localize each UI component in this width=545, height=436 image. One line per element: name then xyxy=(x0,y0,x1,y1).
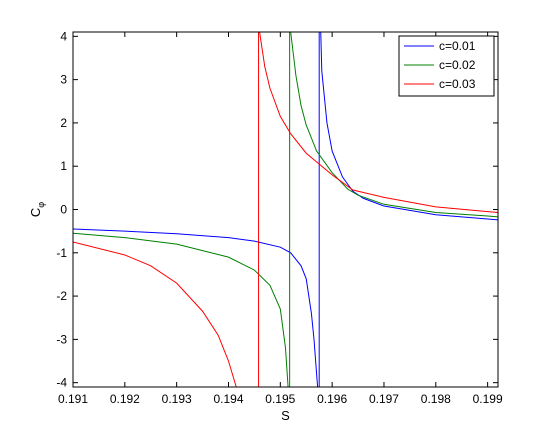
x-tick-label: 0.194 xyxy=(213,392,243,406)
x-tick-label: 0.195 xyxy=(265,392,295,406)
y-tick-label: -2 xyxy=(56,289,67,303)
y-tick-label: 3 xyxy=(60,73,67,87)
legend-label-3: c=0.03 xyxy=(439,77,476,91)
x-tick-label: 0.192 xyxy=(110,392,140,406)
y-axis-label-subscript: φ xyxy=(36,202,46,208)
series-line-2-branch-1 xyxy=(73,232,289,387)
legend-label-2: c=0.02 xyxy=(439,58,476,72)
y-tick-label: 4 xyxy=(60,29,67,43)
legend-label-1: c=0.01 xyxy=(439,39,476,53)
x-tick-label: 0.198 xyxy=(421,392,451,406)
x-tick-label: 0.193 xyxy=(162,392,192,406)
series-line-1-branch-1 xyxy=(73,228,319,387)
y-axis-label-main: C xyxy=(28,208,43,217)
x-tick-label: 0.196 xyxy=(317,392,347,406)
series-line-3-branch-1 xyxy=(73,241,237,387)
y-axis-label: Cφ xyxy=(28,202,46,217)
series-line-2-branch-2 xyxy=(290,32,498,218)
y-tick-label: 0 xyxy=(60,203,67,217)
svg-text:Cφ: Cφ xyxy=(28,202,46,217)
x-tick-label: 0.197 xyxy=(369,392,399,406)
x-axis-label: S xyxy=(281,408,290,423)
legend: c=0.01 c=0.02 c=0.03 xyxy=(398,35,495,97)
y-tick-label: -4 xyxy=(56,376,67,390)
series-layer xyxy=(73,32,498,387)
tick-layer: 0.191 0.192 0.193 0.194 0.195 0.196 0.197 0.198… xyxy=(56,29,503,406)
y-tick-label: -1 xyxy=(56,246,67,260)
x-tick-label: 0.191 xyxy=(58,392,88,406)
series-line-3-branch-2 xyxy=(259,32,498,214)
y-tick-label: -3 xyxy=(56,332,67,346)
series-line-1-branch-2 xyxy=(320,32,498,221)
y-tick-label: 2 xyxy=(60,116,67,130)
y-tick-label: 1 xyxy=(60,159,67,173)
x-tick-label: 0.199 xyxy=(473,392,503,406)
